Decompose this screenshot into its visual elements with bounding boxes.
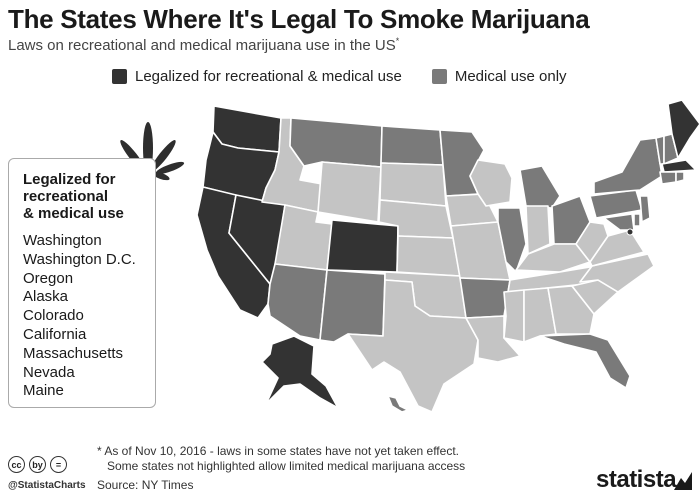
state-arkansas (459, 277, 511, 319)
state-west-virginia (575, 221, 609, 263)
state-louisiana (465, 315, 521, 363)
state-north-carolina (579, 253, 655, 293)
legend-item-recreational: Legalized for recreational & medical use (112, 68, 402, 85)
attribution-icon: by (29, 456, 46, 473)
list-item: Nevada (23, 363, 75, 381)
license-icons: cc by = (8, 456, 71, 473)
state-texas (347, 279, 479, 413)
state-michigan (519, 165, 561, 209)
page-subtitle: Laws on recreational and medical marijua… (8, 36, 400, 54)
state-georgia (547, 285, 595, 335)
state-south-dakota (379, 162, 447, 207)
state-alaska (261, 335, 339, 409)
state-connecticut (659, 171, 677, 185)
dc-marker (626, 228, 634, 236)
state-colorado (326, 219, 399, 273)
state-new-jersey (639, 195, 651, 223)
page-title: The States Where It's Legal To Smoke Mar… (8, 4, 590, 34)
state-kansas (396, 235, 461, 277)
state-florida (539, 333, 631, 389)
footnote-line-1: * As of Nov 10, 2016 - laws in some stat… (97, 444, 459, 458)
state-hawaii (387, 395, 409, 413)
recreational-states-box: Legalized for recreational & medical use… (8, 158, 156, 408)
legend-swatch-recreational (112, 69, 127, 84)
footnote: * As of Nov 10, 2016 - laws in some stat… (97, 444, 465, 474)
state-wyoming (317, 161, 382, 223)
state-north-dakota (380, 125, 444, 166)
state-missouri (450, 221, 511, 281)
list-item: Colorado (23, 307, 84, 325)
list-item: Alaska (23, 288, 69, 306)
legend-label-recreational: Legalized for recreational & medical use (135, 68, 402, 85)
state-rhode-island (675, 171, 685, 183)
legend-label-medical: Medical use only (454, 68, 567, 85)
state-utah (274, 204, 333, 271)
social-handle: @StatistaCharts (8, 480, 86, 491)
state-indiana (525, 205, 551, 255)
legend-swatch-medical (431, 69, 447, 84)
box-heading: Legalized for recreational & medical use (23, 171, 124, 222)
list-item: Oregon (23, 269, 74, 287)
state-delaware (633, 213, 641, 227)
state-massachusetts (661, 159, 697, 173)
brand-name[interactable]: statista (596, 466, 677, 493)
state-wisconsin (469, 159, 513, 207)
recreational-states-list: Washington Washington D.C. Oregon Alaska… (23, 232, 155, 401)
list-item: Massachusetts (23, 344, 124, 362)
cc-icon: cc (8, 456, 25, 473)
no-derivatives-icon: = (50, 456, 67, 473)
list-item: Maine (23, 382, 64, 400)
list-item: Washington (23, 232, 102, 249)
state-mississippi (503, 289, 525, 343)
state-illinois (497, 207, 527, 273)
map-legend: Legalized for recreational & medical use… (112, 68, 597, 85)
list-item: Washington D.C. (23, 250, 136, 268)
source-note: Source: NY Times (97, 478, 194, 492)
state-maine (667, 99, 700, 159)
state-new-york (593, 137, 663, 195)
statista-logo-icon (674, 472, 692, 490)
state-arizona (267, 263, 328, 341)
legend-item-medical: Medical use only (431, 68, 567, 85)
state-montana (289, 117, 383, 168)
footnote-line-2: Some states not highlighted allow limite… (107, 459, 466, 473)
state-maryland (603, 213, 635, 231)
list-item: California (23, 325, 87, 343)
state-new-mexico (319, 269, 386, 343)
